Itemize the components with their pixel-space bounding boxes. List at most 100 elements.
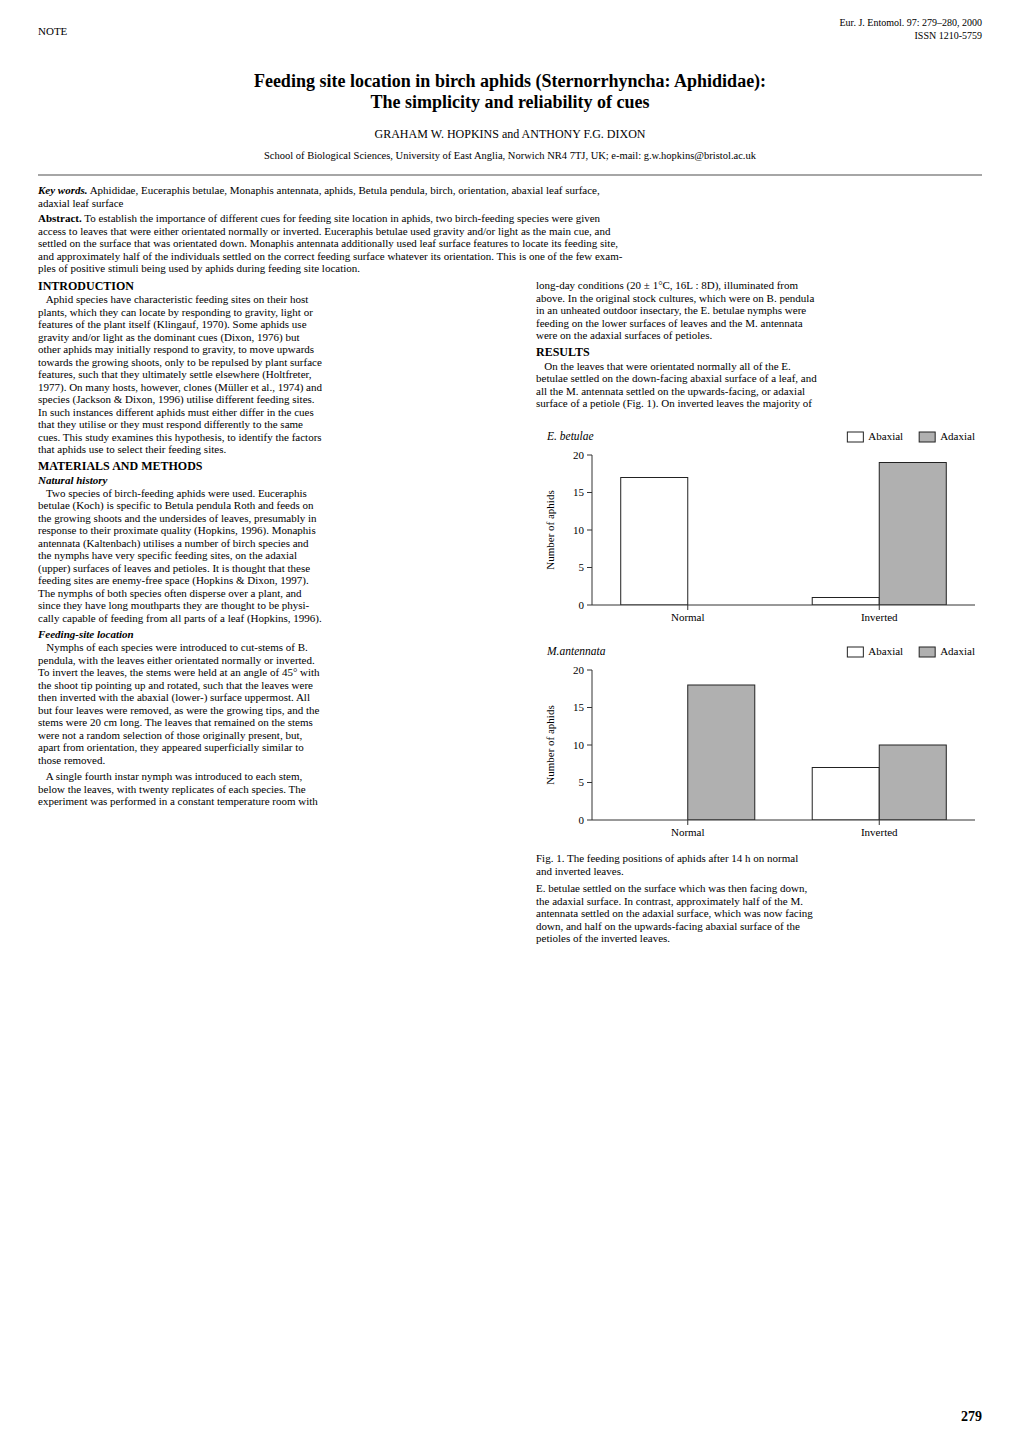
bar <box>879 463 946 606</box>
body-line: (upper) surfaces of leaves and petioles.… <box>38 562 310 575</box>
body-line: antennata settled on the adaxial surface… <box>536 907 813 919</box>
bar <box>621 478 688 606</box>
rule <box>38 175 982 176</box>
body-line: feeding on the lower surfaces of leaves … <box>536 317 803 329</box>
body-line: but four leaves were removed, as were th… <box>38 704 319 716</box>
body-line: plants, which they can locate by respond… <box>38 306 313 318</box>
abstract-line: access to leaves that were either orient… <box>38 225 611 237</box>
body-line: since they have long mouthparts they are… <box>38 599 310 611</box>
body-line: feeding sites are enemy-free space (Hopk… <box>38 574 309 587</box>
axis-line <box>592 670 593 820</box>
tick <box>879 605 880 610</box>
body-line: were not a random selection of those ori… <box>38 729 302 741</box>
section-title: INTRODUCTION <box>38 279 134 293</box>
tick-label: Inverted <box>861 611 898 623</box>
bar <box>812 768 879 821</box>
body-line: that they utilise or they must respond d… <box>38 418 303 430</box>
body-line: those removed. <box>38 754 105 766</box>
body-line: towards the growing shoots, only to be r… <box>38 356 322 368</box>
body-line: Two species of birch-feeding aphids were… <box>38 487 307 499</box>
legend-label: Adaxial <box>940 645 975 657</box>
abstract-label: Abstract. <box>38 212 82 224</box>
body-line: then inverted with the abaxial (lower-) … <box>38 691 310 704</box>
body-line: In such instances different aphids must … <box>38 406 314 418</box>
tick <box>587 455 592 456</box>
figure-caption: Fig. 1. The feeding positions of aphids … <box>536 852 798 864</box>
tick-label: 5 <box>579 561 585 573</box>
tick-label: 5 <box>579 776 585 788</box>
tick-label: Inverted <box>861 826 898 838</box>
tick <box>587 820 592 821</box>
body-line: apart from orientation, they appeared su… <box>38 741 304 753</box>
body-line: petioles of the inverted leaves. <box>536 932 670 944</box>
body-line: A single fourth instar nymph was introdu… <box>38 770 303 782</box>
body-line: the shoot tip pointing up and rotated, s… <box>38 679 313 691</box>
keywords-label: Key words. <box>37 184 88 196</box>
body-line: antennata (Kaltenbach) utilises a number… <box>38 537 309 550</box>
title: Feeding site location in birch aphids (S… <box>254 71 766 92</box>
title: The simplicity and reliability of cues <box>370 92 649 112</box>
body-line: above. In the original stock cultures, w… <box>536 292 814 304</box>
legend: Abaxial Adaxial <box>847 645 975 657</box>
bar <box>812 598 879 606</box>
axis-line <box>592 820 975 821</box>
tick <box>587 707 592 708</box>
bar <box>879 745 946 820</box>
tick <box>587 567 592 568</box>
tick <box>587 670 592 671</box>
subsection-title: Natural history <box>37 474 107 486</box>
bar <box>688 685 755 820</box>
page-number: 279 <box>961 1409 982 1424</box>
body-line: the adaxial surface. In contrast, approx… <box>536 895 803 907</box>
body-line: the growing shoots and the undersides of… <box>38 512 317 524</box>
body-line: 1977). On many hosts, however, clones (M… <box>38 381 322 394</box>
note-label: NOTE <box>38 25 68 37</box>
body-line: long-day conditions (20 ± 1°C, 16L : 8D)… <box>536 279 799 292</box>
body-line: response to their proximate quality (Hop… <box>38 524 316 537</box>
body-line: were on the adaxial surfaces of petioles… <box>536 329 712 341</box>
axis-line <box>592 455 593 605</box>
tick-label: 15 <box>573 486 585 498</box>
abstract-line: ples of positive stimuli being used by a… <box>38 262 360 274</box>
journal-line: Eur. J. Entomol. 97: 279–280, 2000 <box>840 17 983 28</box>
body-line: stems were 20 cm long. The leaves that r… <box>38 716 313 728</box>
legend-label: Abaxial <box>868 430 903 442</box>
keywords: Aphididae, Euceraphis betulae, Monaphis … <box>88 184 600 196</box>
abstract-line: and approximately half of the individual… <box>38 250 623 262</box>
body-line: pendula, with the leaves either orientat… <box>38 654 315 666</box>
legend-swatch <box>847 647 863 657</box>
body-line: cues. This study examines this hypothesi… <box>38 431 322 443</box>
body-line: all the M. antennata settled on the upwa… <box>536 385 805 397</box>
legend-label: Adaxial <box>940 430 975 442</box>
legend: Abaxial Adaxial <box>847 430 975 442</box>
body-line: betulae settled on the down-facing abaxi… <box>536 372 817 384</box>
body-line: surface of a petiole (Fig. 1). On invert… <box>536 397 812 410</box>
tick <box>587 605 592 606</box>
body-line: other aphids may initially respond to gr… <box>38 343 314 355</box>
tick-label: 15 <box>573 701 585 713</box>
page: Eur. J. Entomol. 97: 279–280, 2000ISSN 1… <box>0 0 1019 1443</box>
chart: E. betulae05101520Number of aphidsNormal… <box>544 430 975 623</box>
tick-label: 10 <box>573 739 585 751</box>
tick <box>587 745 592 746</box>
section-title: MATERIALS AND METHODS <box>38 459 203 473</box>
tick <box>587 492 592 493</box>
body-line: Aphid species have characteristic feedin… <box>38 293 308 305</box>
legend-label: Abaxial <box>868 645 903 657</box>
body-line: features, such that they ultimately sett… <box>38 368 312 381</box>
tick <box>587 530 592 531</box>
chart: M.antennata05101520Number of aphidsNorma… <box>544 645 975 838</box>
tick <box>687 605 688 610</box>
body-line: down, and half on the upwards-facing aba… <box>536 920 800 932</box>
body-line: The nymphs of both species often dispers… <box>38 587 302 599</box>
keywords: adaxial leaf surface <box>38 197 124 209</box>
legend-swatch <box>847 432 863 442</box>
figure-caption: and inverted leaves. <box>536 865 624 877</box>
tick-label: 20 <box>573 449 585 461</box>
body-line: experiment was performed in a constant t… <box>38 795 318 807</box>
subsection-title: Feeding-site location <box>37 628 134 640</box>
body-line: features of the plant itself (Klingauf, … <box>38 318 307 331</box>
tick <box>687 820 688 825</box>
tick-label: Normal <box>671 826 705 838</box>
axis-line <box>592 605 975 606</box>
